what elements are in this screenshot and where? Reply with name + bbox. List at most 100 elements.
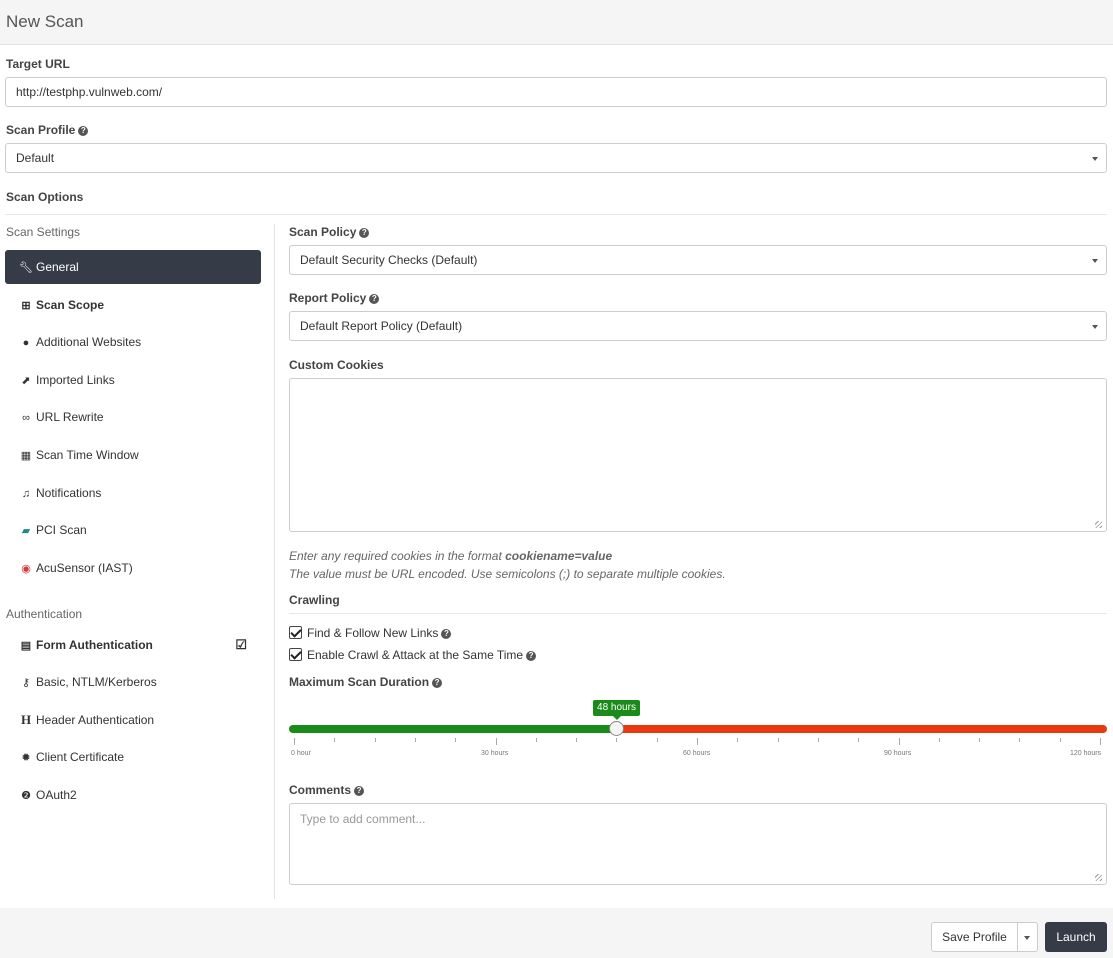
check-square-icon: ☑ [235, 637, 247, 652]
crawl-attack-text: Enable Crawl & Attack at the Same Time [307, 648, 524, 662]
scan-profile-label: Scan Profile? [6, 123, 89, 137]
find-follow-label: Find & Follow New Links? [307, 626, 452, 640]
sidebar-item-acusensor[interactable]: ◉ AcuSensor (IAST) [5, 551, 261, 585]
external-link-icon: ⬈ [21, 375, 31, 387]
cookies-hint-format: cookiename=value [505, 549, 613, 563]
slider-tick [415, 738, 416, 742]
scan-options-label: Scan Options [6, 190, 84, 204]
help-icon[interactable]: ? [359, 228, 370, 238]
help-icon[interactable]: ? [369, 294, 380, 304]
globe-icon: ● [22, 337, 30, 349]
sidebar-item-label: AcuSensor (IAST) [36, 561, 133, 575]
acusensor-icon: ◉ [21, 563, 31, 575]
sidebar-item-label: Basic, NTLM/Kerberos [36, 675, 157, 689]
sidebar-item-scan-time-window[interactable]: ▦ Scan Time Window [5, 438, 261, 472]
help-icon[interactable]: ? [432, 678, 443, 688]
cookies-hint-text: Enter any required cookies in the format [289, 549, 506, 563]
sidebar-item-form-authentication[interactable]: ▤ Form Authentication ☑ [5, 628, 261, 662]
caret-down-icon [1024, 936, 1030, 940]
slider-tick [737, 738, 738, 742]
target-url-label: Target URL [6, 57, 70, 71]
sidebar-item-notifications[interactable]: ♫ Notifications [5, 476, 261, 510]
sidebar-item-scan-scope[interactable]: ⊞ Scan Scope [5, 288, 261, 322]
sidebar-item-label: Notifications [36, 486, 102, 500]
slider-tick [1060, 738, 1061, 742]
caret-down-icon [1092, 259, 1098, 263]
report-policy-select[interactable]: Default Report Policy (Default) [289, 311, 1107, 341]
sidebar-item-label: General [36, 260, 79, 274]
scan-profile-select[interactable]: Default [5, 143, 1107, 173]
duration-slider-track[interactable] [616, 725, 1107, 733]
crawl-attack-checkbox[interactable] [289, 648, 302, 661]
comments-label-text: Comments [289, 783, 352, 797]
slider-tick [616, 738, 617, 742]
tick-label: 0 hour [291, 750, 311, 757]
slider-tick [294, 738, 295, 745]
calendar-icon: ▦ [20, 450, 32, 462]
certificate-icon: ✹ [21, 752, 31, 764]
duration-slider-fill[interactable] [289, 725, 616, 733]
column-divider [274, 224, 275, 899]
custom-cookies-textarea[interactable] [289, 378, 1107, 532]
scan-policy-value: Default Security Checks (Default) [300, 253, 478, 267]
pci-icon: ▰ [21, 525, 31, 537]
sidebar-item-pci-scan[interactable]: ▰ PCI Scan [5, 513, 261, 547]
slider-tick [697, 738, 698, 745]
sidebar-item-label: PCI Scan [36, 523, 87, 537]
launch-button[interactable]: Launch [1045, 922, 1107, 952]
slider-tick [858, 738, 859, 742]
find-follow-text: Find & Follow New Links [307, 626, 439, 640]
slider-tick [455, 738, 456, 742]
custom-cookies-hint: Enter any required cookies in the format… [289, 549, 612, 563]
form-icon: ▤ [20, 640, 32, 652]
page-header: New Scan [0, 0, 1113, 45]
sidebar-item-oauth2[interactable]: ❷ OAuth2 [5, 778, 261, 812]
sidebar-item-label: OAuth2 [36, 788, 77, 802]
help-icon[interactable]: ? [441, 629, 452, 639]
tick-label: 60 hours [683, 750, 711, 757]
slider-tick [939, 738, 940, 742]
header-icon: H [20, 712, 32, 727]
help-icon[interactable]: ? [78, 126, 89, 136]
target-url-input[interactable]: http://testphp.vulnweb.com/ [5, 77, 1107, 107]
crawl-attack-label: Enable Crawl & Attack at the Same Time? [307, 648, 537, 662]
report-policy-value: Default Report Policy (Default) [300, 319, 463, 333]
slider-tick [979, 738, 980, 742]
scan-profile-value: Default [16, 151, 55, 165]
bell-icon: ♫ [21, 488, 31, 500]
sidebar-item-label: Scan Scope [36, 298, 105, 312]
slider-tick [334, 738, 335, 742]
duration-slider-handle[interactable] [609, 721, 624, 736]
sidebar-item-header-authentication[interactable]: H Header Authentication [5, 703, 261, 737]
max-scan-duration-text: Maximum Scan Duration [289, 675, 430, 689]
report-policy-label-text: Report Policy [289, 291, 367, 305]
save-profile-button[interactable]: Save Profile [931, 922, 1018, 952]
custom-cookies-label: Custom Cookies [289, 358, 384, 372]
target-url-value: http://testphp.vulnweb.com/ [16, 85, 163, 99]
comments-textarea[interactable] [289, 803, 1107, 885]
sidebar-item-url-rewrite[interactable]: ∞ URL Rewrite [5, 400, 261, 434]
scan-policy-label: Scan Policy? [289, 225, 370, 239]
tick-label: 90 hours [884, 750, 912, 757]
sidebar-item-client-certificate[interactable]: ✹ Client Certificate [5, 740, 261, 774]
find-follow-checkbox[interactable] [289, 626, 302, 639]
caret-down-icon [1092, 157, 1098, 161]
slider-tick [778, 738, 779, 742]
help-icon[interactable]: ? [526, 651, 537, 661]
resize-handle-icon[interactable] [1095, 521, 1102, 528]
save-profile-dropdown-button[interactable] [1017, 922, 1038, 952]
authentication-label: Authentication [6, 607, 83, 621]
slider-tick [375, 738, 376, 742]
page-title: New Scan [6, 12, 84, 31]
sidebar-item-imported-links[interactable]: ⬈ Imported Links [5, 363, 261, 397]
key-icon: ⚷ [21, 677, 31, 689]
max-scan-duration-label: Maximum Scan Duration? [289, 675, 443, 689]
tick-label: 30 hours [481, 750, 509, 757]
sitemap-icon: ⊞ [21, 300, 31, 312]
resize-handle-icon[interactable] [1095, 874, 1102, 881]
help-icon[interactable]: ? [354, 786, 365, 796]
scan-policy-select[interactable]: Default Security Checks (Default) [289, 245, 1107, 275]
sidebar-item-general[interactable]: 🔧︎ General [5, 250, 261, 284]
sidebar-item-basic-ntlm[interactable]: ⚷ Basic, NTLM/Kerberos [5, 665, 261, 699]
sidebar-item-additional-websites[interactable]: ● Additional Websites [5, 325, 261, 359]
